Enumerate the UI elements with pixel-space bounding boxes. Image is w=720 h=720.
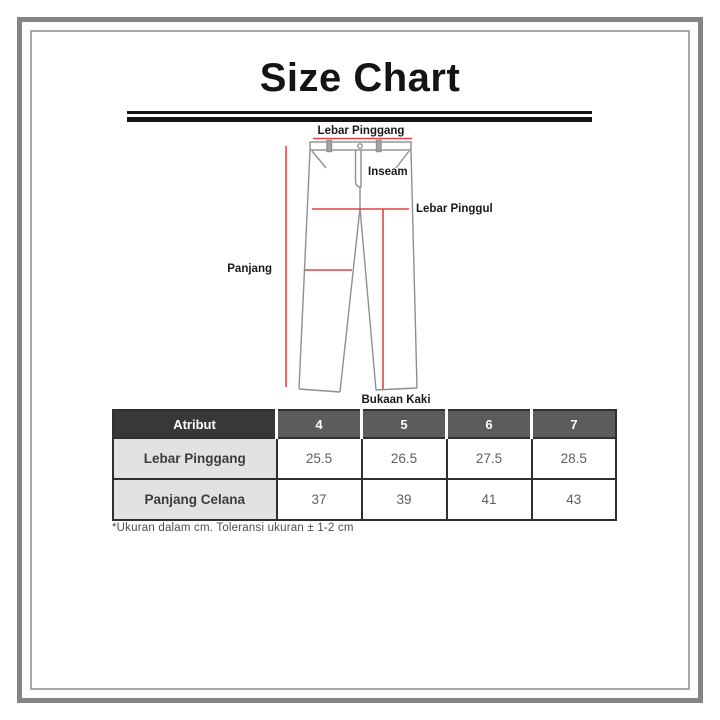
size-tolerance-note: *Ukuran dalam cm. Toleransi ukuran ± 1-2…: [112, 522, 354, 534]
hip-label: Lebar Pinggul: [416, 203, 493, 215]
row-label-waist: Lebar Pinggang: [112, 437, 278, 480]
waist-label: Lebar Pinggang: [318, 125, 405, 137]
measurement-lines: [285, 137, 412, 389]
size-table-header-row: Atribut 4 5 6 7: [113, 410, 616, 438]
header-cell-size-5: 5: [360, 410, 447, 438]
leg-left-outer-seam: [298, 149, 311, 390]
leg-opening-label: Bukaan Kaki: [361, 394, 430, 406]
table-row-waist: Lebar Pinggang 25.5 26.5 27.5 28.5: [112, 437, 617, 480]
outer-border-frame: [17, 17, 703, 703]
pocket-left-line: [311, 150, 327, 169]
hem-right-line: [375, 387, 418, 391]
hem-left-line: [298, 388, 341, 393]
waist-value-size-7: 28.5: [530, 437, 617, 480]
waist-value-size-5: 26.5: [360, 437, 448, 480]
leg-right-outer-seam: [410, 149, 418, 389]
table-row-length: Panjang Celana 37 39 41 43: [112, 478, 617, 521]
waist-value-size-4: 25.5: [275, 437, 363, 480]
inseam-label: Inseam: [368, 166, 408, 178]
page-title: Size Chart: [259, 56, 461, 100]
belt-loop-right-icon: [375, 139, 382, 153]
title-divider-thin: [127, 111, 592, 114]
header-cell-size-6: 6: [445, 410, 532, 438]
waist-value-size-6: 27.5: [445, 437, 533, 480]
header-cell-size-7: 7: [530, 410, 616, 438]
pants-fly-line: [354, 150, 362, 188]
pocket-right-line: [395, 150, 410, 169]
length-value-size-6: 41: [445, 478, 533, 521]
length-value-size-5: 39: [360, 478, 448, 521]
row-label-length: Panjang Celana: [112, 478, 278, 521]
pants-button-icon: [357, 143, 363, 149]
header-cell-size-4: 4: [275, 410, 362, 438]
size-table: Atribut 4 5 6 7 Lebar Pinggang 25.5 26.5…: [112, 409, 617, 521]
header-cell-atribut: Atribut: [113, 410, 277, 438]
length-value-size-4: 37: [275, 478, 363, 521]
pants-outline: [298, 139, 418, 393]
title-divider-thick: [127, 117, 592, 122]
leg-right-inner-seam: [359, 207, 377, 391]
leg-left-inner-seam: [339, 207, 361, 393]
inner-border-frame: [30, 30, 690, 690]
length-label: Panjang: [227, 263, 272, 275]
length-value-size-7: 43: [530, 478, 617, 521]
belt-loop-left-icon: [326, 139, 333, 153]
